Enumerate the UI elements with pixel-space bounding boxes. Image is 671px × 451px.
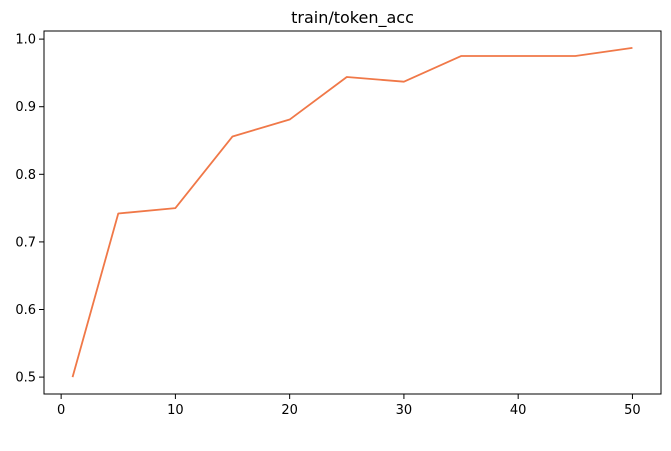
- y-tick-label: 0.8: [15, 168, 36, 183]
- y-tick-label: 0.6: [15, 303, 36, 318]
- y-axis-ticks: 0.5 0.6 0.7 0.8 0.9 1.0: [15, 33, 44, 386]
- y-tick-label: 0.9: [15, 100, 36, 115]
- x-tick-label: 10: [167, 403, 184, 418]
- series-group: [71, 47, 633, 378]
- x-tick-label: 30: [396, 403, 413, 418]
- y-tick-label: 0.7: [15, 235, 36, 250]
- x-axis-ticks: 0 10 20 30 40 50: [57, 394, 641, 418]
- x-tick-label: 0: [57, 403, 65, 418]
- chart-title: train/token_acc: [291, 8, 414, 28]
- y-tick-label: 1.0: [15, 33, 36, 48]
- x-tick-label: 20: [281, 403, 298, 418]
- plot-frame: [43, 30, 662, 395]
- series-line-0: [71, 47, 633, 378]
- x-tick-label: 50: [624, 403, 641, 418]
- y-tick-label: 0.5: [15, 371, 36, 386]
- x-tick-label: 40: [510, 403, 527, 418]
